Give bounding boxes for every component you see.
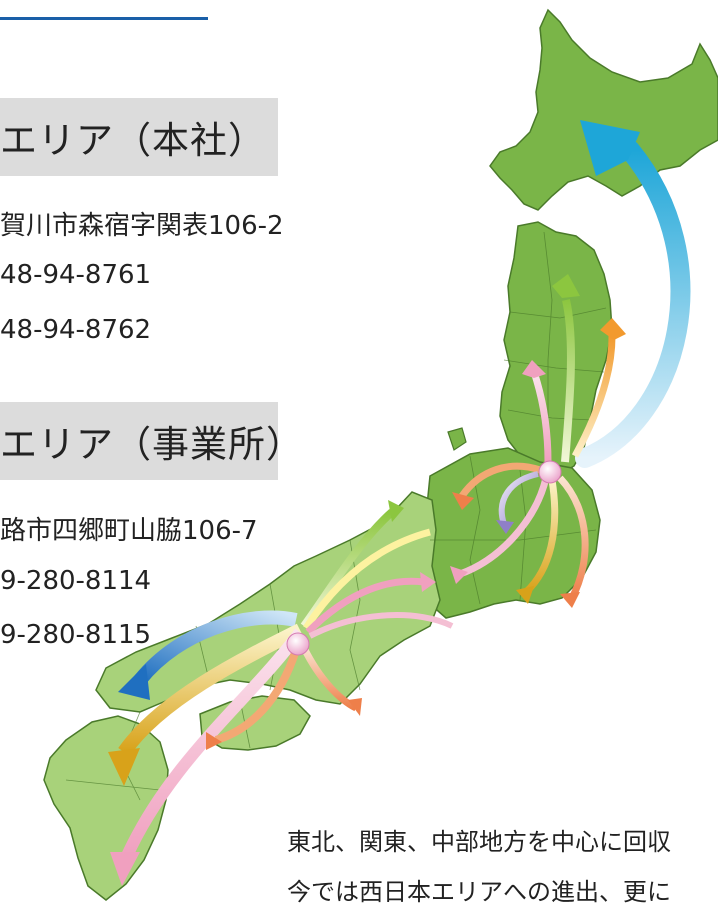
- western-hub-arrows: [108, 500, 454, 886]
- headquarters-area-title: エリア（本社）: [0, 119, 266, 162]
- eastern-hub-marker: [538, 460, 562, 484]
- headquarters-tel: 48-94-8761: [0, 260, 152, 290]
- description-line-2: 今では西日本エリアへの進出、更に: [287, 878, 671, 906]
- headquarters-area-banner: エリア（本社）: [0, 98, 278, 176]
- headquarters-address: 賀川市森宿字関表106-2: [0, 211, 284, 241]
- office-address: 路市四郷町山脇106-7: [0, 516, 258, 546]
- office-area-banner: エリア（事業所）: [0, 402, 303, 480]
- top-accent-rule: [0, 17, 208, 20]
- headquarters-fax: 48-94-8762: [0, 315, 152, 345]
- office-fax: 9-280-8115: [0, 620, 152, 650]
- office-area-title: エリア（事業所）: [0, 423, 304, 466]
- eastern-hub-arrows: [450, 120, 691, 608]
- sado-island: [447, 427, 467, 451]
- tohoku-region: [499, 221, 613, 475]
- hokkaido-region: [489, 8, 718, 211]
- office-tel: 9-280-8114: [0, 566, 152, 596]
- description-line-1: 東北、関東、中部地方を中心に回収: [287, 828, 671, 856]
- western-hub-marker: [286, 632, 310, 656]
